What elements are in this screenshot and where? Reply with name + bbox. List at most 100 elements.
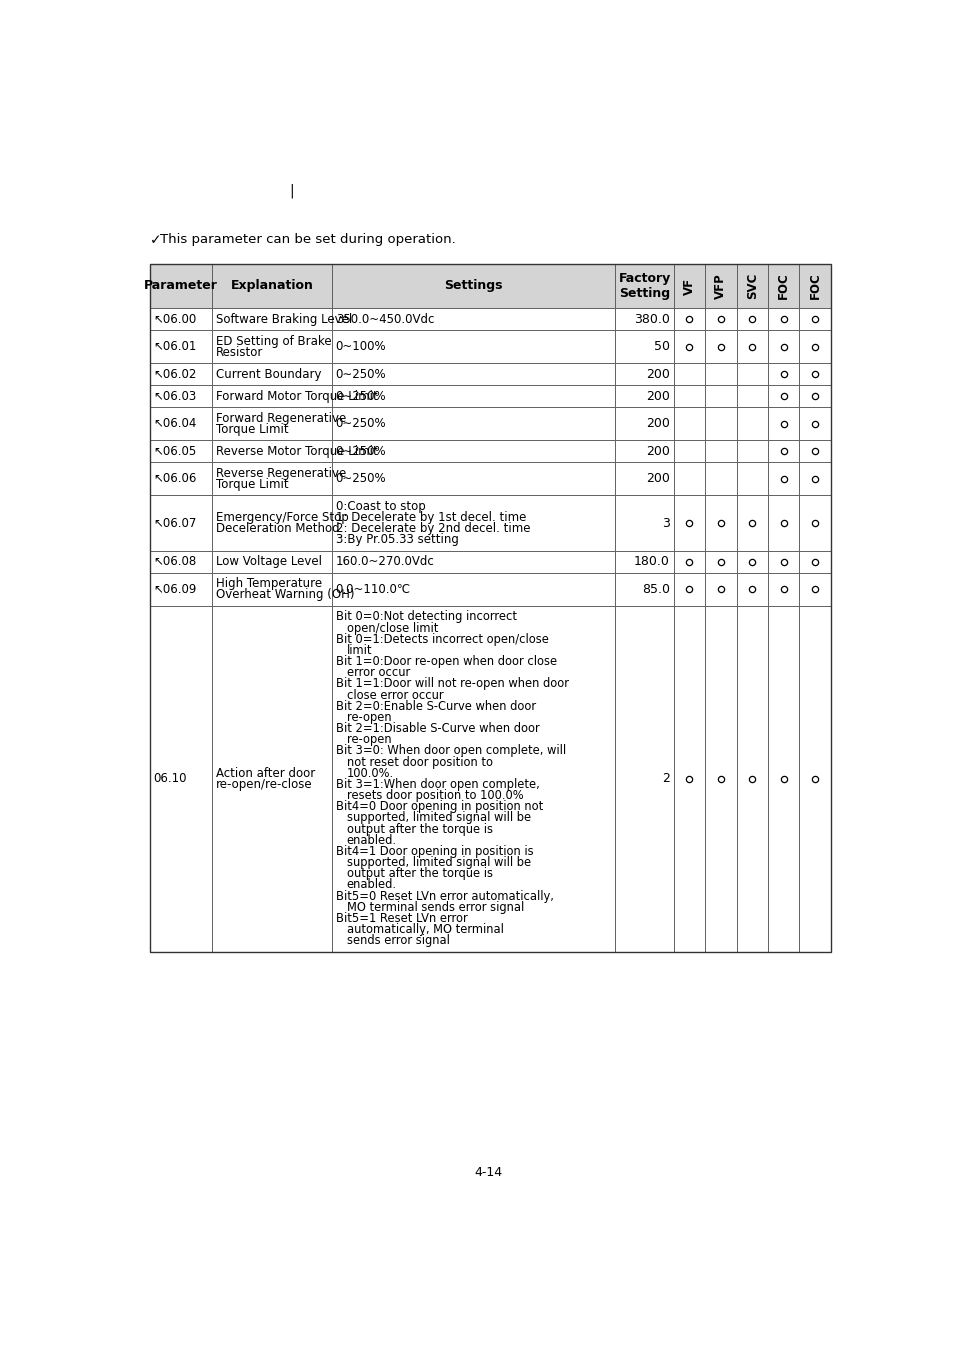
Bar <box>767 551 799 572</box>
Text: MO terminal sends error signal: MO terminal sends error signal <box>346 900 523 914</box>
Text: ↖06.01: ↖06.01 <box>153 340 196 354</box>
Text: re-open: re-open <box>346 711 391 724</box>
Text: ↖06.05: ↖06.05 <box>153 446 196 458</box>
Text: Bit 3=0: When door open complete, will: Bit 3=0: When door open complete, will <box>335 744 565 757</box>
Text: 3: 3 <box>661 517 669 529</box>
Bar <box>150 408 213 440</box>
Text: Deceleration Method: Deceleration Method <box>216 522 339 535</box>
Bar <box>736 572 767 606</box>
Text: 0∼250%: 0∼250% <box>335 417 386 431</box>
Text: 100.0%.: 100.0%. <box>346 767 394 780</box>
Text: Action after door: Action after door <box>216 767 315 780</box>
Bar <box>673 363 704 385</box>
Bar <box>332 572 615 606</box>
Text: ✓: ✓ <box>150 232 162 247</box>
Text: ↖06.07: ↖06.07 <box>153 517 196 529</box>
Bar <box>673 551 704 572</box>
Bar <box>799 308 830 331</box>
Text: FOC: FOC <box>807 273 821 300</box>
Bar <box>673 462 704 495</box>
Bar <box>150 572 213 606</box>
Bar <box>332 440 615 462</box>
Bar <box>767 606 799 952</box>
Bar <box>736 408 767 440</box>
Bar <box>799 440 830 462</box>
Text: Torque Limit: Torque Limit <box>216 423 289 436</box>
Text: ↖06.03: ↖06.03 <box>153 390 196 402</box>
Bar <box>150 385 213 408</box>
Bar <box>767 572 799 606</box>
Text: Bit 1=0:Door re-open when door close: Bit 1=0:Door re-open when door close <box>335 655 557 668</box>
Bar <box>150 495 213 551</box>
Bar <box>213 363 332 385</box>
Text: ↖06.09: ↖06.09 <box>153 583 196 595</box>
Text: error occur: error occur <box>346 666 410 679</box>
Text: automatically, MO terminal: automatically, MO terminal <box>346 923 503 936</box>
Bar <box>150 308 213 331</box>
Bar <box>704 440 736 462</box>
Bar <box>673 263 704 308</box>
Text: close error occur: close error occur <box>346 688 443 702</box>
Bar <box>213 462 332 495</box>
Text: supported, limited signal will be: supported, limited signal will be <box>346 811 530 825</box>
Bar <box>332 462 615 495</box>
Text: Explanation: Explanation <box>231 279 314 293</box>
Text: 85.0: 85.0 <box>641 583 669 595</box>
Bar <box>767 308 799 331</box>
Text: Reverse Motor Torque Limit: Reverse Motor Torque Limit <box>216 446 377 458</box>
Text: enabled.: enabled. <box>346 834 396 846</box>
Bar <box>332 308 615 331</box>
Bar <box>767 408 799 440</box>
Bar <box>736 331 767 363</box>
Bar <box>799 495 830 551</box>
Bar <box>736 308 767 331</box>
Text: Bit 2=0:Enable S-Curve when door: Bit 2=0:Enable S-Curve when door <box>335 699 536 713</box>
Bar <box>736 385 767 408</box>
Text: ↖06.08: ↖06.08 <box>153 555 196 568</box>
Bar <box>704 385 736 408</box>
Bar <box>213 385 332 408</box>
Bar <box>332 408 615 440</box>
Bar <box>213 408 332 440</box>
Text: 0∼250%: 0∼250% <box>335 446 386 458</box>
Text: sends error signal: sends error signal <box>346 934 449 948</box>
Text: ↖06.00: ↖06.00 <box>153 313 196 325</box>
Text: 0∼250%: 0∼250% <box>335 367 386 381</box>
Bar <box>767 495 799 551</box>
Bar <box>704 462 736 495</box>
Text: 160.0~270.0Vdc: 160.0~270.0Vdc <box>335 555 434 568</box>
Text: 200: 200 <box>645 390 669 402</box>
Bar <box>150 440 213 462</box>
Bar <box>615 440 673 462</box>
Bar <box>615 385 673 408</box>
Bar <box>615 331 673 363</box>
Bar <box>736 606 767 952</box>
Text: Torque Limit: Torque Limit <box>216 478 289 491</box>
Text: 200: 200 <box>645 417 669 431</box>
Bar <box>673 385 704 408</box>
Text: ↖06.06: ↖06.06 <box>153 472 196 486</box>
Bar <box>767 385 799 408</box>
Bar <box>150 551 213 572</box>
Bar <box>213 263 332 308</box>
Bar <box>332 606 615 952</box>
Text: 0:Coast to stop: 0:Coast to stop <box>335 500 425 513</box>
Bar <box>673 308 704 331</box>
Text: supported, limited signal will be: supported, limited signal will be <box>346 856 530 869</box>
Bar <box>615 408 673 440</box>
Text: re-open/re-close: re-open/re-close <box>216 778 313 791</box>
Text: 200: 200 <box>645 446 669 458</box>
Bar <box>799 363 830 385</box>
Text: High Temperature: High Temperature <box>216 578 322 590</box>
Bar <box>736 551 767 572</box>
Text: enabled.: enabled. <box>346 879 396 891</box>
Bar <box>704 408 736 440</box>
Bar <box>615 495 673 551</box>
Bar <box>673 408 704 440</box>
Text: 200: 200 <box>645 367 669 381</box>
Bar <box>736 462 767 495</box>
Text: FOC: FOC <box>777 273 789 300</box>
Text: Factory
Setting: Factory Setting <box>618 271 670 300</box>
Text: Forward Motor Torque Limit: Forward Motor Torque Limit <box>216 390 377 402</box>
Bar <box>615 363 673 385</box>
